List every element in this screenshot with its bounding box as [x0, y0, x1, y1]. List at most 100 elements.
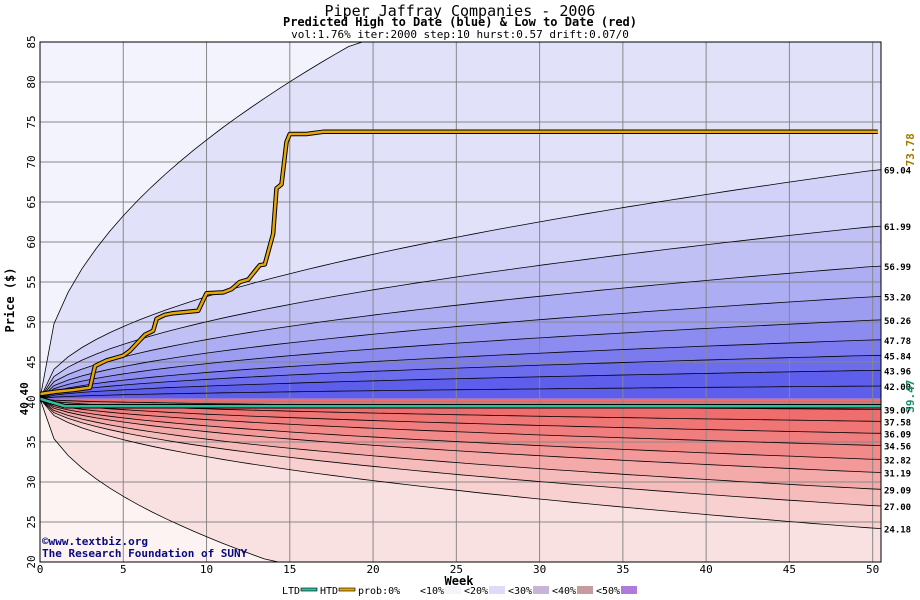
- legend-swatch: [621, 586, 637, 594]
- x-axis-label: Week: [445, 574, 475, 588]
- legend-label: <20%: [464, 586, 488, 597]
- quantile-line: [39, 398, 882, 490]
- htd-line: [39, 130, 878, 396]
- quantile-line: [39, 385, 882, 400]
- quantile-label: 43.96: [884, 367, 911, 377]
- y-tick-label: 25: [25, 515, 38, 528]
- legend-label: <10%: [420, 586, 444, 597]
- y-tick-label: 35: [25, 435, 38, 448]
- quantile-label: 39.07: [884, 406, 911, 416]
- x-tick-label: 20: [366, 563, 379, 576]
- x-tick-label: 35: [616, 563, 629, 576]
- quantile-label: 24.18: [884, 526, 911, 536]
- quantile-label: 50.26: [884, 317, 911, 327]
- watermark-org: The Research Foundation of SUNY: [42, 547, 248, 560]
- legend-swatch: [533, 586, 549, 594]
- upper-band: [40, 370, 881, 399]
- y-tick-label: 20: [25, 555, 38, 568]
- chart-title: Piper Jaffray Companies - 2006: [324, 2, 596, 20]
- watermark-url: ©www.textbiz.org: [42, 535, 148, 548]
- quantile-lines: [39, 41, 882, 563]
- upper-band: [40, 169, 881, 399]
- upper-band: [40, 266, 881, 399]
- quantile-line: [39, 398, 882, 460]
- y-tick-label: 50: [25, 315, 38, 328]
- x-tick-label: 10: [200, 563, 213, 576]
- lower-band: [40, 398, 881, 473]
- x-tick-label: 50: [866, 563, 879, 576]
- quantile-label: 34.56: [884, 443, 911, 453]
- upper-band: [40, 386, 881, 399]
- quantile-line: [39, 369, 882, 400]
- quantile-label: 69.04: [884, 167, 912, 177]
- y-tick-label: 75: [25, 115, 38, 128]
- y-tick-label: 65: [25, 195, 38, 208]
- x-tick-label: 15: [283, 563, 296, 576]
- quantile-line: [39, 339, 882, 400]
- series-lines: [39, 129, 881, 409]
- upper-band: [40, 226, 881, 399]
- legend-swatch: [300, 587, 318, 592]
- chart-subtitle: Predicted High to Date (blue) & Low to D…: [282, 15, 637, 29]
- legend-swatch: [401, 586, 417, 594]
- legend-label: <40%: [552, 586, 576, 597]
- probability-bands: [40, 42, 881, 562]
- x-tick-label: 40: [700, 563, 713, 576]
- quantile-label: 29.09: [884, 486, 911, 496]
- y-tick-label: 70: [25, 155, 38, 168]
- lower-band: [40, 398, 881, 446]
- start-price-label: 40.40: [18, 382, 31, 415]
- quantile-line: [39, 296, 882, 400]
- y-axis-label: Price ($): [3, 267, 17, 332]
- quantile-label: 45.84: [884, 352, 912, 362]
- quantile-label: 36.09: [884, 430, 911, 440]
- quantile-line: [39, 169, 882, 399]
- quantile-label: 31.19: [884, 469, 911, 479]
- quantile-label: 61.99: [884, 223, 911, 233]
- lower-band: [40, 398, 881, 506]
- legend-swatch: [489, 586, 505, 594]
- quantile-line: [39, 354, 882, 400]
- y-tick-label: 80: [25, 75, 38, 88]
- quantile-label: 47.78: [884, 337, 911, 347]
- plot-frame: [39, 41, 882, 563]
- chart-params: vol:1.76% iter:2000 step:10 hurst:0.57 d…: [291, 28, 629, 41]
- quantile-line: [39, 265, 882, 400]
- x-tick-label: 25: [450, 563, 463, 576]
- quantile-line: [39, 398, 882, 434]
- legend-swatch: [445, 586, 461, 594]
- x-tick-label: 5: [120, 563, 127, 576]
- y-tick-label: 85: [25, 35, 38, 48]
- upper-band: [40, 355, 881, 399]
- quantile-label: 37.58: [884, 418, 911, 428]
- legend-swatch: [338, 587, 356, 592]
- legend-label: <50%: [596, 586, 620, 597]
- upper-band: [40, 42, 881, 399]
- legend-label: LTD: [282, 586, 300, 597]
- legend-label: prob:0%: [358, 586, 400, 597]
- y-tick-label: 45: [25, 355, 38, 368]
- quantile-line: [39, 398, 882, 529]
- quantile-line: [39, 225, 882, 400]
- y-tick-label: 30: [25, 475, 38, 488]
- lower-band: [40, 398, 881, 434]
- quantile-label: 53.20: [884, 293, 911, 303]
- legend-label: HTD: [320, 586, 338, 597]
- ltd-value-label: 39.47: [904, 380, 917, 413]
- upper-band: [40, 339, 881, 399]
- axes: 0 5 10 15 20 25 30 35 40 45 50 20 25 30 35 40 45 50 55 60 65…: [25, 35, 882, 576]
- y-tick-label: 40: [25, 395, 38, 408]
- legend-swatch: [577, 586, 593, 594]
- quantile-label: 56.99: [884, 263, 911, 273]
- y-tick-label: 55: [25, 275, 38, 288]
- legend: LTD HTD prob:0% <10% <20% <30% <40% <50%: [282, 586, 637, 597]
- x-tick-label: 30: [533, 563, 546, 576]
- value-labels: 69.04 61.99 56.99 53.20 50.26 47.78 45.84 43.96…: [18, 133, 917, 535]
- htd-value-label: 73.78: [904, 133, 917, 166]
- lower-band: [40, 398, 881, 562]
- quantile-label: 32.82: [884, 456, 911, 466]
- lower-band: [40, 398, 881, 562]
- quantile-label: 27.00: [884, 503, 911, 513]
- y-tick-label: 60: [25, 235, 38, 248]
- lower-band: [40, 398, 881, 460]
